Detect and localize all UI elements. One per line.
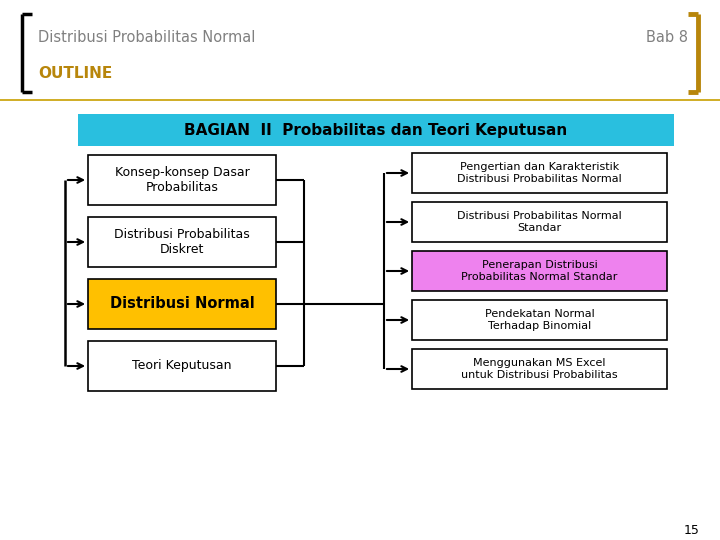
Text: Konsep-konsep Dasar
Probabilitas: Konsep-konsep Dasar Probabilitas <box>114 166 249 194</box>
Bar <box>88 217 276 267</box>
Text: Menggunakan MS Excel
untuk Distribusi Probabilitas: Menggunakan MS Excel untuk Distribusi Pr… <box>462 358 618 380</box>
Text: Pengertian dan Karakteristik
Distribusi Probabilitas Normal: Pengertian dan Karakteristik Distribusi … <box>457 162 622 184</box>
Text: OUTLINE: OUTLINE <box>38 66 112 82</box>
Bar <box>78 114 674 146</box>
Text: Teori Keputusan: Teori Keputusan <box>132 360 232 373</box>
Bar <box>412 153 667 193</box>
Bar <box>88 279 276 329</box>
Text: Distribusi Probabilitas
Diskret: Distribusi Probabilitas Diskret <box>114 228 250 256</box>
Text: Bab 8: Bab 8 <box>646 30 688 45</box>
Bar <box>412 202 667 242</box>
Text: Penerapan Distribusi
Probabilitas Normal Standar: Penerapan Distribusi Probabilitas Normal… <box>462 260 618 282</box>
Text: Pendekatan Normal
Terhadap Binomial: Pendekatan Normal Terhadap Binomial <box>485 309 595 331</box>
Bar <box>412 300 667 340</box>
Bar <box>88 341 276 391</box>
Text: Distribusi Probabilitas Normal: Distribusi Probabilitas Normal <box>38 30 256 45</box>
Bar <box>88 155 276 205</box>
Text: BAGIAN  II  Probabilitas dan Teori Keputusan: BAGIAN II Probabilitas dan Teori Keputus… <box>184 123 567 138</box>
Text: Distribusi Normal: Distribusi Normal <box>109 296 254 312</box>
Text: 15: 15 <box>684 523 700 537</box>
Bar <box>412 251 667 291</box>
Bar <box>412 349 667 389</box>
Text: Distribusi Probabilitas Normal
Standar: Distribusi Probabilitas Normal Standar <box>457 211 622 233</box>
